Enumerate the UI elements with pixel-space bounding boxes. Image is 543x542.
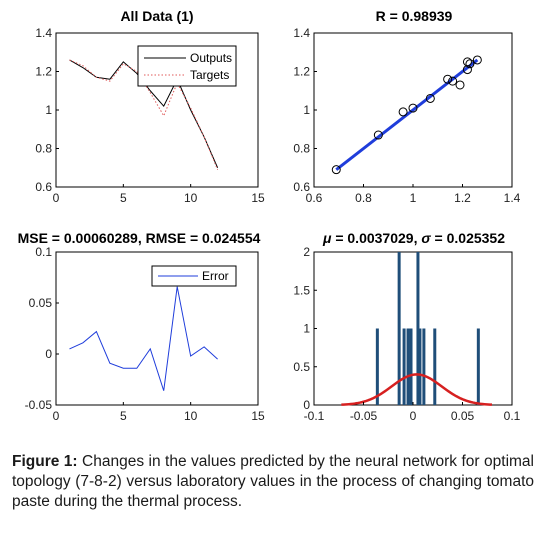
x-tick-label: 0 [53, 191, 60, 205]
title-sigma-value: = 0.025352 [431, 230, 506, 246]
y-tick-label: 1.2 [293, 65, 310, 79]
y-tick-label: 0.8 [35, 142, 52, 156]
y-tick-label: 0.6 [293, 180, 310, 194]
y-tick-label: 0 [303, 398, 310, 412]
x-tick-label: 10 [184, 191, 198, 205]
title-mu-value: = 0.0037029, [331, 230, 421, 246]
panel-all-data-ticks: 0 5 10 15 0.6 0.8 1 1.2 1.4 [35, 26, 265, 205]
x-tick-label: 0.1 [504, 409, 521, 423]
y-tick-label: -0.05 [25, 398, 53, 412]
data-point [331, 165, 341, 175]
x-tick-label: 15 [251, 191, 265, 205]
panel-error-title: MSE = 0.00060289, RMSE = 0.024554 [18, 230, 261, 246]
series-line-error [69, 286, 218, 391]
panel-all-data-title: All Data (1) [120, 8, 193, 24]
x-tick-label: 0.05 [451, 409, 475, 423]
data-point [462, 65, 472, 75]
data-point [425, 93, 435, 103]
y-tick-label: 1 [45, 103, 52, 117]
y-tick-label: 0.5 [293, 360, 310, 374]
data-point [472, 55, 482, 65]
panel-regression-title: R = 0.98939 [376, 8, 453, 24]
x-tick-label: 5 [120, 191, 127, 205]
histogram-bar [375, 328, 379, 405]
y-tick-label: 2 [303, 245, 310, 259]
data-point [398, 107, 408, 117]
panel-all-data: All Data (1) 0 5 10 15 0.6 0.8 1 1.2 1.4 Outputs… [35, 8, 265, 205]
panel-histogram-plot [341, 252, 493, 406]
title-mu-symbol: μ [322, 230, 332, 246]
panel-all-data-legend: Outputs Targets [137, 45, 237, 87]
y-tick-label: 1.2 [35, 65, 52, 79]
y-tick-label: 1.4 [35, 26, 52, 40]
data-point [443, 74, 453, 84]
figure-caption: Figure 1: Changes in the values predicte… [12, 452, 534, 512]
x-tick-label: 5 [120, 409, 127, 423]
y-tick-label: 1.4 [293, 26, 310, 40]
x-tick-label: 0 [410, 409, 417, 423]
panel-regression-plot [331, 55, 482, 175]
x-tick-label: 0.6 [306, 191, 323, 205]
caption-label: Figure 1: [12, 453, 78, 470]
y-tick-label: 0.1 [35, 245, 52, 259]
x-tick-label: -0.05 [350, 409, 378, 423]
histogram-bar [406, 328, 410, 405]
figure: All Data (1) 0 5 10 150.60.811.21.4 Outputs… [18, 8, 521, 423]
y-tick-label: 0 [45, 347, 52, 361]
y-tick-label: 1 [303, 322, 310, 336]
data-point [408, 103, 418, 113]
x-tick-label: 1 [410, 191, 417, 205]
histogram-bar [397, 252, 401, 405]
panel-regression: R = 0.98939 0.6 0.8 1 1.2 1.4 0.6 0.8 1 1.2 1.4 [293, 8, 520, 205]
histogram-bar [476, 328, 480, 405]
legend-box [137, 45, 237, 87]
x-tick-label: -0.1 [304, 409, 325, 423]
title-sigma-symbol: σ [421, 230, 431, 246]
panel-histogram-axes [313, 251, 513, 406]
histogram-bar [409, 328, 413, 405]
histogram-bar [402, 328, 406, 405]
legend-outputs-label: Outputs [190, 51, 232, 65]
panel-error-plot [69, 286, 218, 391]
histogram-bar [433, 328, 437, 405]
panel-regression-ticks: 0.6 0.8 1 1.2 1.4 0.6 0.8 1 1.2 1.4 [293, 26, 520, 205]
histogram-bar [416, 252, 420, 405]
data-point [455, 80, 465, 90]
panel-histogram: μ = 0.0037029, σ = 0.025352 -0.1 -0.05 0 0.… [293, 230, 520, 423]
x-tick-label: 0.8 [355, 191, 372, 205]
panel-error: MSE = 0.00060289, RMSE = 0.024554 0 5 10 15… [18, 230, 265, 423]
legend-targets-label: Targets [190, 68, 229, 82]
data-point [448, 76, 458, 86]
histogram-bar [418, 328, 422, 405]
x-tick-label: 15 [251, 409, 265, 423]
series-line-targets [69, 59, 219, 170]
data-point [465, 59, 475, 69]
x-tick-label: 1.2 [454, 191, 471, 205]
x-tick-label: 10 [184, 409, 198, 423]
normal-curve [341, 373, 493, 406]
y-tick-label: 0.6 [35, 180, 52, 194]
data-point [373, 130, 383, 140]
y-tick-label: 1.5 [293, 283, 310, 297]
y-tick-label: 1 [303, 103, 310, 117]
panel-histogram-title: μ = 0.0037029, σ = 0.025352 [322, 230, 505, 246]
x-tick-label: 1.4 [504, 191, 521, 205]
x-tick-label: 0 [53, 409, 60, 423]
y-tick-label: 0.05 [29, 296, 53, 310]
y-tick-label: 0.8 [293, 142, 310, 156]
histogram-bar [422, 328, 426, 405]
caption-text: Changes in the values predicted by the n… [12, 453, 534, 510]
panel-histogram-ticks: -0.1 -0.05 0 0.05 0.1 0 0.5 1 1.5 2 [293, 245, 520, 423]
legend-error-label: Error [202, 269, 229, 283]
panel-error-legend: Error [151, 265, 237, 287]
fit-line [335, 58, 479, 171]
